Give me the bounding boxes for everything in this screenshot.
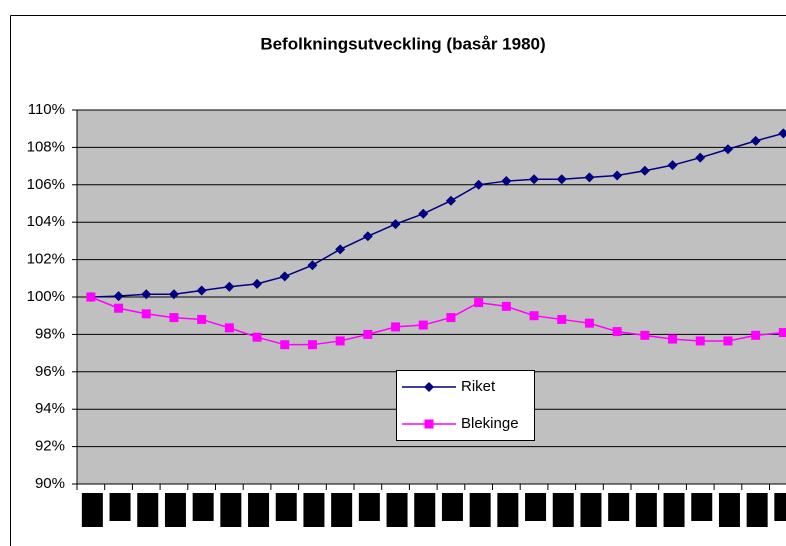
redacted-label <box>220 493 242 527</box>
marker <box>473 179 484 190</box>
marker <box>778 128 786 139</box>
marker <box>424 382 434 392</box>
marker <box>391 322 401 332</box>
marker <box>695 152 706 163</box>
redacted-label <box>331 493 353 527</box>
redacted-label <box>275 493 297 521</box>
redacted-label <box>746 493 768 527</box>
marker <box>695 336 705 346</box>
marker <box>639 165 650 176</box>
redacted-label <box>137 493 159 527</box>
marker <box>667 160 678 171</box>
marker <box>169 313 179 323</box>
marker <box>474 298 484 308</box>
marker <box>612 327 622 337</box>
marker <box>501 301 511 311</box>
marker <box>424 419 434 429</box>
marker <box>362 231 373 242</box>
redacted-label <box>525 493 547 521</box>
redacted-label <box>248 493 270 527</box>
marker <box>584 318 594 328</box>
redacted-label <box>608 493 630 521</box>
marker <box>584 172 595 183</box>
marker <box>280 340 290 350</box>
redacted-label <box>580 493 602 527</box>
redacted-label <box>552 493 574 527</box>
series-line <box>90 296 784 346</box>
marker <box>751 330 761 340</box>
y-tick-label: 96% <box>35 363 65 380</box>
redacted-label <box>414 493 436 527</box>
redacted-label <box>164 493 186 527</box>
y-tick-label: 106% <box>27 176 65 193</box>
marker <box>446 313 456 323</box>
redacted-label <box>691 493 713 521</box>
y-tick-label: 100% <box>27 288 65 305</box>
legend-label: Blekinge <box>461 415 519 432</box>
y-tick-label: 90% <box>35 475 65 492</box>
redacted-label <box>497 493 519 527</box>
marker <box>335 336 345 346</box>
legend-label: Riket <box>461 378 496 395</box>
marker <box>529 311 539 321</box>
marker <box>168 289 179 300</box>
marker <box>335 244 346 255</box>
marker <box>196 285 207 296</box>
marker <box>390 219 401 230</box>
redacted-label <box>469 493 491 527</box>
series-line <box>90 132 784 298</box>
marker <box>556 174 567 185</box>
y-tick-label: 98% <box>35 325 65 342</box>
redacted-label <box>386 493 408 527</box>
y-tick-label: 102% <box>27 251 65 268</box>
chart-title: Befolkningsutveckling (basår 1980) <box>260 34 545 53</box>
redacted-label <box>441 493 463 521</box>
redacted-label <box>81 493 103 527</box>
marker <box>224 323 234 333</box>
marker <box>445 195 456 206</box>
y-tick-label: 110% <box>28 101 65 118</box>
marker <box>252 278 263 289</box>
y-tick-label: 92% <box>35 438 65 455</box>
redacted-label <box>109 493 131 521</box>
legend <box>396 370 535 441</box>
marker <box>307 260 318 271</box>
marker <box>501 176 512 187</box>
marker <box>612 170 623 181</box>
redacted-label <box>192 493 214 521</box>
marker <box>197 314 207 324</box>
marker <box>723 336 733 346</box>
y-tick-label: 108% <box>27 138 65 155</box>
redacted-label <box>718 493 740 527</box>
redacted-label <box>774 493 786 521</box>
redacted-label <box>663 493 685 527</box>
marker <box>252 332 262 342</box>
marker <box>141 289 152 300</box>
marker <box>114 303 124 313</box>
marker <box>778 328 786 338</box>
marker <box>750 135 761 146</box>
marker <box>307 340 317 350</box>
marker <box>640 330 650 340</box>
marker <box>722 144 733 155</box>
marker <box>113 291 124 302</box>
redacted-label <box>303 493 325 527</box>
marker <box>557 314 567 324</box>
marker <box>224 281 235 292</box>
marker <box>86 292 96 302</box>
marker <box>418 320 428 330</box>
y-tick-label: 104% <box>27 213 65 230</box>
marker <box>418 208 429 219</box>
y-tick-label: 94% <box>35 400 65 417</box>
marker <box>529 174 540 185</box>
marker <box>363 329 373 339</box>
redacted-label <box>358 493 380 521</box>
marker <box>668 334 678 344</box>
marker <box>279 271 290 282</box>
redacted-label <box>635 493 657 527</box>
marker <box>141 309 151 319</box>
